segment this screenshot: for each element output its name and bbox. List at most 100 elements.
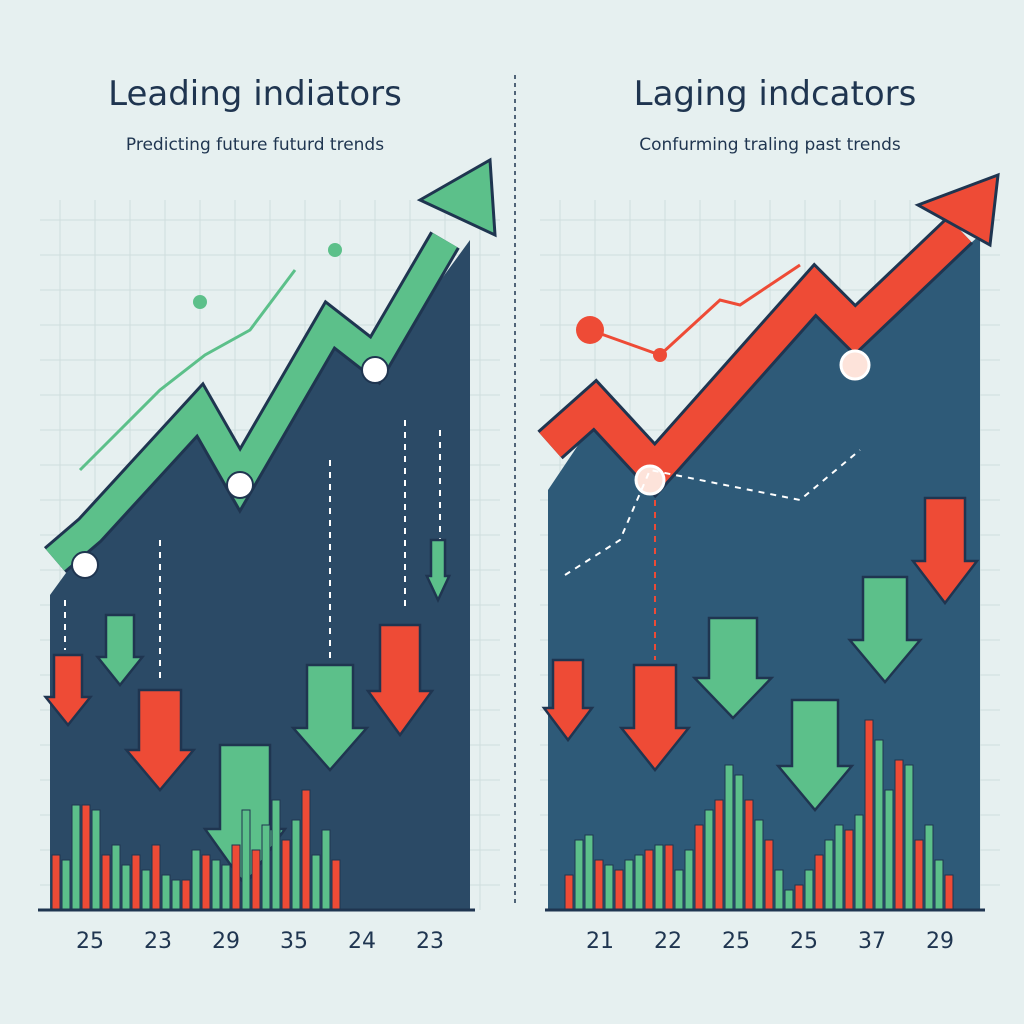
marker [328,243,342,257]
hist-bar [844,829,854,911]
hist-bar [924,824,934,911]
hist-bar [211,859,221,911]
down-arrow [365,623,435,738]
x-tick-label: 35 [280,929,308,954]
hist-bar [271,799,281,911]
indicator [78,269,297,472]
hist-bar [944,874,954,911]
hist-bar [181,879,191,911]
hist-bar [584,834,594,911]
x-tick-label: 29 [926,929,954,954]
down-arrow [847,575,923,684]
x-tick-label: 24 [348,929,376,954]
marker [361,356,389,384]
hist-bar [934,859,944,911]
hist-bar [804,869,814,911]
x-tick-label: 23 [416,929,444,954]
hist-bar [624,859,634,911]
hist-bar [71,804,81,911]
hist-bar [914,839,924,911]
hist-bar [764,839,774,911]
down-arrow [775,698,855,812]
hist-bar [644,849,654,911]
down-arrow [910,496,980,606]
hist-bar [704,809,714,911]
hist-bar [864,719,874,911]
hist-bar [261,824,271,911]
hist-bar [834,824,844,911]
down-arrow [618,663,692,773]
hist-bar [91,809,101,911]
hist-bar [131,854,141,911]
down-arrow [541,658,595,743]
hist-bar [724,764,734,911]
hist-bar [694,824,704,911]
x-tick-label: 21 [586,929,614,954]
hist-bar [654,844,664,911]
hist-bar [221,864,231,911]
hist-bar [51,854,61,911]
hist-bar [904,764,914,911]
hist-bar [594,859,604,911]
down-arrow [94,613,146,688]
down-arrow [691,616,775,720]
hist-bar [894,759,904,911]
hist-bar [61,859,71,911]
hist-bar [564,874,574,911]
hist-bar [784,889,794,911]
hist-bar [854,814,864,911]
marker [634,464,666,496]
hist-bar [604,864,614,911]
down-arrow [424,538,452,603]
x-tick-label: 29 [212,929,240,954]
hist-bar [874,739,884,911]
left-subtitle: Predicting future futurd trends [126,135,384,155]
hist-bar [101,854,111,911]
hist-bar [684,849,694,911]
hist-bar [251,849,261,911]
arrow-head [416,157,497,238]
hist-bar [734,774,744,911]
hist-bar [291,819,301,911]
marker [193,295,207,309]
marker [576,316,604,344]
hist-bar [884,789,894,911]
hist-bar [311,854,321,911]
left-title: Leading indiators [108,74,402,114]
x-tick-label: 25 [76,929,104,954]
down-arrow [290,663,370,772]
x-tick-label: 23 [144,929,172,954]
hist-bar [744,799,754,911]
hist-bar [281,839,291,911]
down-arrow [42,653,94,728]
hist-bar [111,844,121,911]
right-subtitle: Confurming traling past trends [639,135,901,155]
hist-bar [574,839,584,911]
trend-band [539,218,972,494]
hist-bar [321,829,331,911]
x-tick-label: 22 [654,929,682,954]
hist-bar [814,854,824,911]
x-tick-label: 37 [858,929,886,954]
marker [71,551,99,579]
hist-bar [201,854,211,911]
right-title: Laging indcators [634,74,917,114]
drawing: 25 23 29 35 24 23 21 22 25 25 37 29 [38,157,1000,954]
hist-bar [824,839,834,911]
hist-bar [794,884,804,911]
hist-bar [231,844,241,911]
hist-bar [664,844,674,911]
hist-bar [141,869,151,911]
hist-bar [241,809,251,911]
indicator [589,263,801,357]
hist-bar [151,844,161,911]
hist-bar [191,849,201,911]
x-tick-label: 25 [722,929,750,954]
hist-bar [301,789,311,911]
down-arrow [123,688,197,792]
marker [653,348,667,362]
marker [226,471,254,499]
hist-bar [81,804,91,911]
